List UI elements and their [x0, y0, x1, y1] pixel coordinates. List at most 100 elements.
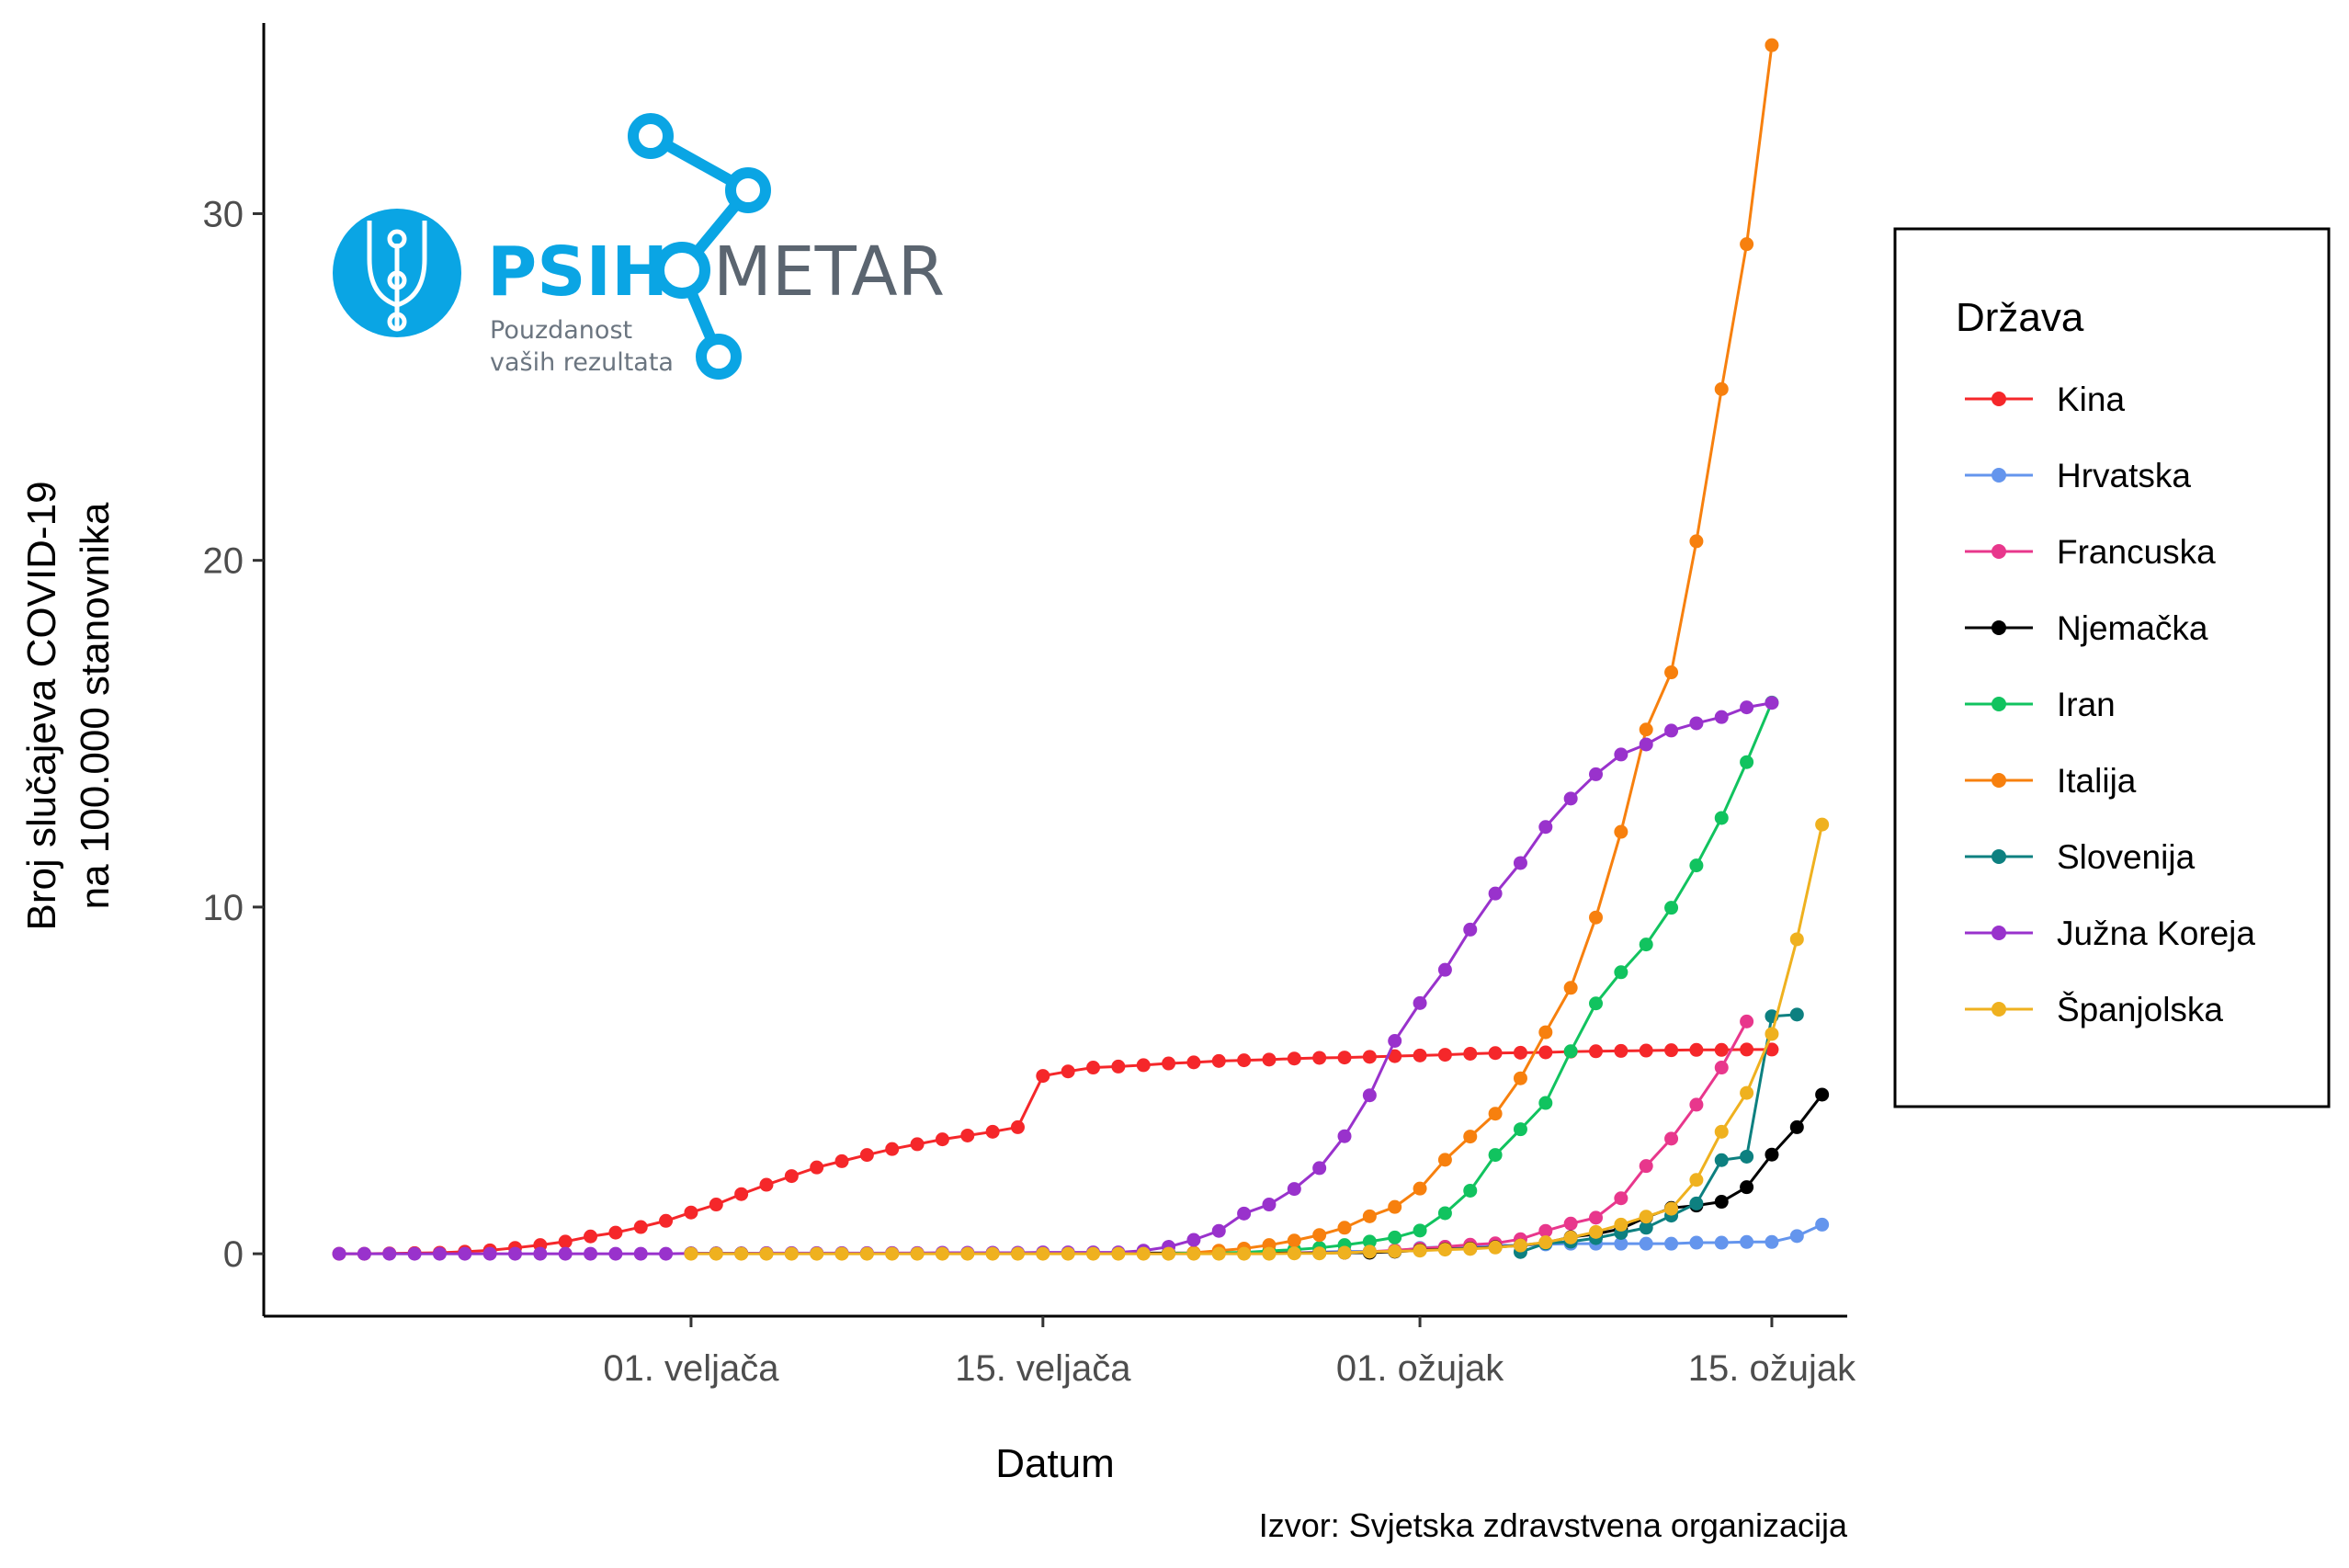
data-point	[935, 1132, 949, 1147]
data-point	[1513, 1238, 1527, 1253]
data-point	[1488, 1046, 1503, 1061]
data-point	[1287, 1246, 1301, 1261]
legend-item: Slovenija	[1965, 838, 2196, 876]
data-point	[1714, 1195, 1729, 1210]
data-point	[1513, 1122, 1527, 1137]
data-point	[1388, 1230, 1402, 1244]
legend-label: Slovenija	[2057, 838, 2196, 876]
data-point	[759, 1177, 774, 1192]
data-point	[1237, 1246, 1252, 1261]
series-španjolska	[684, 817, 1830, 1261]
data-point	[1186, 1233, 1201, 1247]
data-point	[784, 1246, 799, 1261]
logo-brand-right: METAR	[713, 233, 945, 312]
data-point	[1714, 1153, 1729, 1167]
data-point	[1186, 1055, 1201, 1070]
data-point	[1589, 1044, 1604, 1059]
data-point	[885, 1246, 900, 1261]
data-point	[1765, 38, 1779, 52]
x-tick-label: 15. ožujak	[1688, 1348, 1856, 1389]
data-point	[1538, 1096, 1553, 1110]
legend-item: Španjolska	[1965, 991, 2223, 1028]
data-point	[1211, 1246, 1226, 1261]
legend-item: Kina	[1965, 381, 2125, 418]
legend-items: Kina Hrvatska Francuska Njemačka Iran Italija…	[1965, 381, 2255, 1028]
data-point	[1589, 1224, 1604, 1239]
data-point	[1538, 1025, 1553, 1040]
data-point	[1664, 1236, 1679, 1251]
data-point	[1740, 755, 1754, 769]
data-point	[1061, 1246, 1075, 1261]
y-tick-label: 30	[203, 194, 244, 234]
data-point	[1437, 1243, 1452, 1257]
data-point	[1714, 1042, 1729, 1057]
legend-item: Južna Koreja	[1965, 915, 2255, 952]
logo-brand-left: PSIH	[487, 233, 668, 312]
data-point	[1337, 1245, 1352, 1260]
y-tick-label: 10	[203, 888, 244, 928]
data-point	[1639, 722, 1653, 737]
legend-key-point	[1992, 926, 2006, 940]
series-njemačka	[684, 1087, 1830, 1261]
data-point	[1262, 1052, 1277, 1067]
legend-label: Iran	[2057, 686, 2116, 723]
data-point	[1740, 1234, 1754, 1249]
data-point	[1488, 1148, 1503, 1163]
series-slovenija	[1513, 1007, 1804, 1259]
data-point	[709, 1198, 723, 1212]
legend-box	[1893, 227, 2331, 1108]
data-point	[935, 1246, 949, 1261]
data-point	[1689, 1097, 1704, 1112]
data-point	[1413, 1048, 1427, 1062]
data-point	[407, 1246, 422, 1261]
data-point	[960, 1128, 975, 1142]
data-point	[1789, 1007, 1804, 1022]
data-point	[1463, 922, 1478, 937]
data-point	[1312, 1228, 1327, 1243]
legend-item: Francuska	[1965, 533, 2216, 571]
legend-key-point	[1992, 544, 2006, 559]
data-point	[1589, 996, 1604, 1011]
x-tick-label: 01. ožujak	[1336, 1348, 1504, 1389]
data-point	[1413, 995, 1427, 1010]
data-point	[1563, 1044, 1578, 1059]
series-line	[690, 824, 1824, 1256]
series-line	[1168, 701, 1774, 1256]
data-point	[1362, 1244, 1377, 1259]
data-point	[382, 1246, 397, 1261]
data-point	[1312, 1246, 1327, 1261]
legend-label: Južna Koreja	[2057, 915, 2255, 952]
data-point	[1538, 1235, 1553, 1250]
data-point	[1036, 1246, 1050, 1261]
data-point	[1162, 1246, 1176, 1261]
logo-emblem-icon	[367, 221, 427, 332]
data-point	[1437, 962, 1452, 977]
data-point	[1765, 1042, 1779, 1057]
data-point	[608, 1246, 623, 1261]
data-point	[1563, 981, 1578, 995]
data-point	[1211, 1053, 1226, 1068]
series-line	[339, 701, 1773, 1256]
data-point	[1388, 1244, 1402, 1258]
data-point	[1513, 1045, 1527, 1060]
data-point	[1086, 1246, 1101, 1261]
legend-label: Španjolska	[2057, 991, 2223, 1028]
data-point	[1211, 1223, 1226, 1238]
data-point	[1463, 1046, 1478, 1061]
data-point	[1413, 1181, 1427, 1196]
data-point	[1765, 1027, 1779, 1041]
data-point	[1589, 910, 1604, 925]
data-point	[1463, 1183, 1478, 1198]
data-point	[1563, 1230, 1578, 1244]
data-point	[357, 1246, 371, 1261]
data-point	[1538, 1223, 1553, 1238]
data-point	[1513, 1071, 1527, 1085]
data-point	[1664, 901, 1679, 915]
x-axis-title: Datum	[995, 1441, 1115, 1486]
data-point	[1362, 1209, 1377, 1223]
data-point	[1639, 1221, 1653, 1235]
data-point	[633, 1246, 648, 1261]
data-point	[633, 1220, 648, 1234]
data-point	[684, 1246, 698, 1261]
data-point	[1639, 1210, 1653, 1224]
